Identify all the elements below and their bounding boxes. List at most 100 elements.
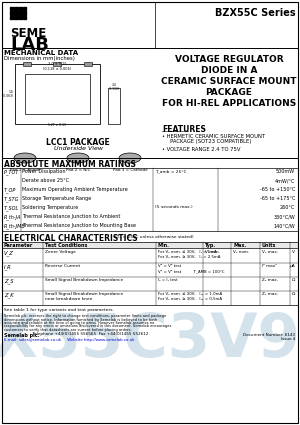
Text: CERAMIC SURFACE MOUNT: CERAMIC SURFACE MOUNT: [161, 77, 297, 86]
Text: Test Conditions: Test Conditions: [45, 243, 87, 247]
Text: Vᴿ = Vᴿ test: Vᴿ = Vᴿ test: [158, 264, 181, 268]
Text: ELECTRICAL CHARACTERISTICS: ELECTRICAL CHARACTERISTICS: [4, 234, 138, 243]
Text: Soldering Temperature: Soldering Temperature: [22, 205, 78, 210]
Text: V₂ max.: V₂ max.: [262, 250, 278, 254]
Text: BZX55C3V9: BZX55C3V9: [0, 311, 300, 369]
Text: MECHANICAL DATA: MECHANICAL DATA: [4, 50, 78, 56]
Text: Thermal Resistance Junction to Ambient: Thermal Resistance Junction to Ambient: [22, 214, 120, 219]
Text: Ω: Ω: [292, 278, 295, 282]
Text: Zₖ max.: Zₖ max.: [262, 292, 278, 296]
Text: Thermal Resistance Junction to Mounting Base: Thermal Resistance Junction to Mounting …: [22, 223, 136, 228]
Text: PACKAGE: PACKAGE: [206, 88, 252, 97]
Text: -65 to +150°C: -65 to +150°C: [260, 187, 295, 192]
Text: FOR HI-REL APPLICATIONS: FOR HI-REL APPLICATIONS: [162, 99, 296, 108]
Bar: [108, 88, 120, 124]
Bar: [84, 62, 92, 66]
Text: μA: μA: [289, 264, 295, 268]
Bar: [19, 11, 22, 14]
Text: Small Signal Breakdown Impedance
near breakdown knee: Small Signal Breakdown Impedance near br…: [45, 292, 123, 300]
Text: Z_K: Z_K: [4, 292, 14, 298]
Text: 330°C/W: 330°C/W: [273, 214, 295, 219]
Bar: [10, 11, 13, 14]
Text: accurate and reliable at the time of going to press. However Semelab assumes no: accurate and reliable at the time of goi…: [4, 321, 154, 325]
Bar: [14, 16, 18, 19]
Text: For V₂ nom. ≥ 30V,   I₂ₖ = 0.5mA: For V₂ nom. ≥ 30V, I₂ₖ = 0.5mA: [158, 297, 222, 301]
Text: T_STG: T_STG: [4, 196, 20, 202]
Text: V₂ nom.: V₂ nom.: [233, 250, 249, 254]
Bar: [19, 7, 22, 10]
Text: I₂ = I₂ test: I₂ = I₂ test: [158, 278, 178, 282]
Text: Z_S: Z_S: [4, 278, 14, 284]
Text: E-mail: sales@semelab.co.uk     Website http://www.semelab.co.uk: E-mail: sales@semelab.co.uk Website http…: [4, 337, 134, 342]
Text: (5 seconds max.): (5 seconds max.): [155, 205, 193, 209]
Text: Telephone +44(0)1455 556565  Fax +44(0)1455 552612: Telephone +44(0)1455 556565 Fax +44(0)14…: [30, 332, 148, 337]
Bar: [10, 16, 13, 19]
Text: Parameter: Parameter: [4, 243, 33, 247]
Text: V: V: [292, 250, 295, 254]
Text: FEATURES: FEATURES: [162, 125, 206, 134]
Bar: [23, 11, 26, 14]
Text: Pad 2 = N/C: Pad 2 = N/C: [66, 168, 90, 172]
Text: 260°C: 260°C: [280, 205, 295, 210]
Text: R_th-JMB: R_th-JMB: [4, 223, 26, 229]
Text: 500mW: 500mW: [276, 169, 295, 174]
Text: Maximum Operating Ambient Temperature: Maximum Operating Ambient Temperature: [22, 187, 128, 192]
Text: Semelab plc. reserves the right to change test conditions, parameter limits and : Semelab plc. reserves the right to chang…: [4, 314, 166, 318]
Text: • HERMETIC CERAMIC SURFACE MOUNT: • HERMETIC CERAMIC SURFACE MOUNT: [162, 134, 265, 139]
Text: Semelab plc.: Semelab plc.: [4, 332, 40, 337]
Text: Document Number: 6143: Document Number: 6143: [243, 332, 295, 337]
Text: Pad 1 = Anode: Pad 1 = Anode: [10, 168, 40, 172]
Text: -65 to +175°C: -65 to +175°C: [260, 196, 295, 201]
Text: customers to verify that datasheets are current before placing orders.: customers to verify that datasheets are …: [4, 328, 132, 332]
Text: Max.: Max.: [233, 243, 246, 247]
Text: P_TOT: P_TOT: [4, 169, 20, 175]
Text: ABSOLUTE MAXIMUM RATINGS: ABSOLUTE MAXIMUM RATINGS: [4, 160, 136, 169]
Text: Min.: Min.: [158, 243, 170, 247]
Text: R_th-JA: R_th-JA: [4, 214, 22, 220]
Text: Iᴿ max²: Iᴿ max²: [262, 264, 277, 268]
Text: 140°C/W: 140°C/W: [273, 223, 295, 228]
Text: Typ.: Typ.: [205, 243, 216, 247]
Text: Zener Voltage: Zener Voltage: [45, 250, 76, 254]
Bar: [15, 64, 100, 124]
Text: dimensions without notice. Information furnished by Semelab is believed to be bo: dimensions without notice. Information f…: [4, 317, 157, 321]
Ellipse shape: [14, 153, 36, 163]
Bar: [2, 242, 298, 248]
Text: SEME: SEME: [10, 27, 46, 40]
Text: Z₂ max.: Z₂ max.: [262, 278, 278, 282]
Text: Storage Temperature Range: Storage Temperature Range: [22, 196, 91, 201]
Text: LAB: LAB: [10, 36, 49, 54]
Text: T_SOL: T_SOL: [4, 205, 19, 211]
Text: I_R: I_R: [4, 264, 12, 270]
Text: Pad 3 = Cathode: Pad 3 = Cathode: [113, 168, 147, 172]
Text: (Tₐ = 25°C unless otherwise stated): (Tₐ = 25°C unless otherwise stated): [115, 235, 194, 239]
Text: Dimensions in mm(inches): Dimensions in mm(inches): [4, 56, 75, 61]
Text: 1.27 ± 0.13: 1.27 ± 0.13: [48, 123, 66, 127]
Text: See table 1 for type variants and test parameters.: See table 1 for type variants and test p…: [4, 308, 114, 312]
Text: T_OP: T_OP: [4, 187, 16, 193]
Text: 4mW/°C: 4mW/°C: [274, 178, 295, 183]
Text: VOLTAGE REGULATOR: VOLTAGE REGULATOR: [175, 55, 283, 64]
Bar: [14, 7, 18, 10]
Bar: [23, 7, 26, 10]
Text: Small Signal Breakdown Impedance: Small Signal Breakdown Impedance: [45, 278, 123, 282]
Text: Vᴿ = Vᴿ test          T_AMB = 100°C: Vᴿ = Vᴿ test T_AMB = 100°C: [158, 269, 225, 273]
Text: For V₂ nom. ≤ 30V,   I₂ₖ = 1.0mA: For V₂ nom. ≤ 30V, I₂ₖ = 1.0mA: [158, 292, 222, 296]
Bar: [14, 11, 18, 14]
Text: For V₂ nom. ≥ 30V,   I₂ = 2.5mA: For V₂ nom. ≥ 30V, I₂ = 2.5mA: [158, 255, 220, 259]
Bar: [23, 62, 31, 66]
Text: 3.4
(0.134): 3.4 (0.134): [109, 83, 119, 91]
Text: V_Z: V_Z: [4, 250, 14, 256]
Bar: [25, 74, 90, 114]
Text: responsibility for any errors or omissions discovered in this document. Semelab : responsibility for any errors or omissio…: [4, 325, 171, 329]
Text: Issue 4: Issue 4: [281, 337, 295, 342]
Ellipse shape: [67, 153, 89, 163]
Text: BZX55C Series: BZX55C Series: [215, 8, 296, 18]
Text: Underside View: Underside View: [53, 146, 103, 151]
Ellipse shape: [119, 153, 141, 163]
Text: T_amb = 25°C: T_amb = 25°C: [155, 169, 187, 173]
Bar: [53, 62, 61, 66]
Text: Reverse Current: Reverse Current: [45, 264, 80, 268]
Text: 3.0 ± 0.15
(0.118 ± 0.006): 3.0 ± 0.15 (0.118 ± 0.006): [43, 62, 71, 71]
Text: Derate above 25°C: Derate above 25°C: [22, 178, 69, 183]
